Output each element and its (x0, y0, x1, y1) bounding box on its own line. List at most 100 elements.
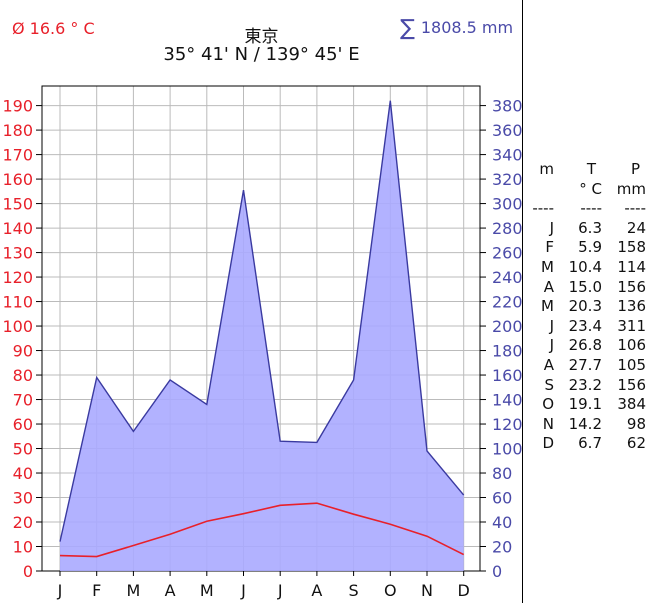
precip-cell: 158 (617, 238, 646, 257)
month-cell: J (549, 336, 554, 355)
right-tick-label: 340 (492, 146, 523, 165)
temp-cell: 6.7 (578, 434, 602, 453)
temp-cell: 23.2 (568, 375, 602, 394)
average-temperature: Ø 16.6 ° C (12, 19, 95, 38)
right-tick-label: 120 (492, 415, 523, 434)
station-name: 東京 (244, 27, 279, 47)
left-tick-label: 60 (13, 415, 33, 434)
precip-cell: 114 (617, 257, 646, 276)
precip-cell: 384 (617, 395, 646, 414)
precip-cell: 105 (617, 355, 646, 374)
separator-precip: ---- (624, 199, 646, 218)
precip-cell: 156 (617, 277, 646, 296)
table-row: J 23.4 311 (526, 317, 650, 337)
table-row: A 27.7 105 (526, 356, 650, 376)
total-precipitation: ∑ 1808.5 mm (400, 16, 513, 41)
month-cell: J (549, 218, 554, 237)
left-tick-label: 130 (2, 244, 33, 263)
right-tick-label: 80 (492, 464, 512, 483)
table-row: S 23.2 156 (526, 376, 650, 396)
right-tick-label: 0 (492, 562, 502, 581)
left-tick-label: 150 (2, 195, 33, 214)
left-tick-label: 100 (2, 317, 33, 336)
left-tick-label: 90 (13, 342, 33, 361)
table-row: J 6.3 24 (526, 219, 650, 239)
header-temp-unit: ° C (579, 179, 602, 198)
precip-cell: 98 (626, 414, 646, 433)
temp-cell: 10.4 (568, 257, 602, 276)
left-tick-label: 40 (13, 464, 33, 483)
right-tick-label: 200 (492, 317, 523, 336)
table-row: A 15.0 156 (526, 278, 650, 298)
right-tick-label: 320 (492, 170, 523, 189)
right-tick-label: 240 (492, 268, 523, 287)
left-tick-label: 140 (2, 219, 33, 238)
table-row: D 6.7 62 (526, 434, 650, 454)
table-row: M 10.4 114 (526, 258, 650, 278)
month-cell: J (549, 316, 554, 335)
table-row: M 20.3 136 (526, 297, 650, 317)
table-header-row: m T P (526, 160, 650, 180)
right-tick-label: 300 (492, 195, 523, 214)
month-cell: A (543, 277, 554, 296)
precip-cell: 311 (617, 316, 646, 335)
right-tick-label: 100 (492, 440, 523, 459)
x-tick-label: F (92, 581, 101, 600)
header-precip: P (630, 160, 640, 178)
left-tick-label: 20 (13, 513, 33, 532)
table-row: O 19.1 384 (526, 395, 650, 415)
temp-cell: 6.3 (578, 218, 602, 237)
x-tick-label: M (200, 581, 214, 600)
header-temp: T (586, 160, 596, 178)
month-cell: A (543, 355, 554, 374)
right-tick-label: 380 (492, 97, 523, 116)
right-tick-label: 280 (492, 219, 523, 238)
left-tick-label: 50 (13, 440, 33, 459)
table-row: N 14.2 98 (526, 415, 650, 435)
temp-cell: 26.8 (568, 336, 602, 355)
month-cell: M (541, 257, 554, 276)
x-tick-label: N (421, 581, 433, 600)
left-tick-label: 80 (13, 366, 33, 385)
temp-cell: 5.9 (578, 238, 602, 257)
month-cell: M (541, 297, 554, 316)
month-cell: S (544, 375, 554, 394)
month-cell: O (542, 395, 554, 414)
header-month: m (539, 160, 554, 178)
x-tick-label: D (458, 581, 470, 600)
precip-cell: 136 (617, 297, 646, 316)
left-tick-label: 190 (2, 97, 33, 116)
climate-table: m T P ° C mm ---- ---- ---- J 6.3 24 F 5.9 15… (526, 160, 650, 454)
temp-cell: 20.3 (568, 297, 602, 316)
table-unit-row: ° C mm (526, 180, 650, 200)
table-body: J 6.3 24 F 5.9 158 M 10.4 114 A 15.0 156 M 20.3 136 J 23… (526, 219, 650, 454)
right-tick-label: 220 (492, 293, 523, 312)
sum-icon: ∑ (400, 16, 415, 41)
precip-cell: 106 (617, 336, 646, 355)
table-row: J 26.8 106 (526, 336, 650, 356)
left-tick-label: 170 (2, 146, 33, 165)
x-tick-label: J (240, 581, 246, 600)
precip-cell: 62 (626, 434, 646, 453)
x-tick-label: M (126, 581, 140, 600)
separator-month: ---- (532, 199, 554, 218)
month-cell: N (542, 414, 554, 433)
temperature-line (59, 502, 465, 558)
separator-temp: ---- (580, 199, 602, 218)
right-tick-label: 140 (492, 391, 523, 410)
left-tick-label: 160 (2, 170, 33, 189)
right-tick-label: 60 (492, 489, 512, 508)
table-row: F 5.9 158 (526, 238, 650, 258)
panel-divider (522, 0, 523, 603)
left-tick-label: 110 (2, 293, 33, 312)
table-separator-row: ---- ---- ---- (526, 199, 650, 219)
left-tick-label: 120 (2, 268, 33, 287)
left-tick-label: 180 (2, 121, 33, 140)
station-coordinates: 35° 41' N / 139° 45' E (163, 44, 360, 65)
right-tick-label: 40 (492, 513, 512, 532)
precip-cell: 156 (617, 375, 646, 394)
left-tick-label: 30 (13, 489, 33, 508)
temp-cell: 19.1 (568, 395, 602, 414)
header-precip-unit: mm (616, 179, 646, 198)
right-tick-label: 160 (492, 366, 523, 385)
